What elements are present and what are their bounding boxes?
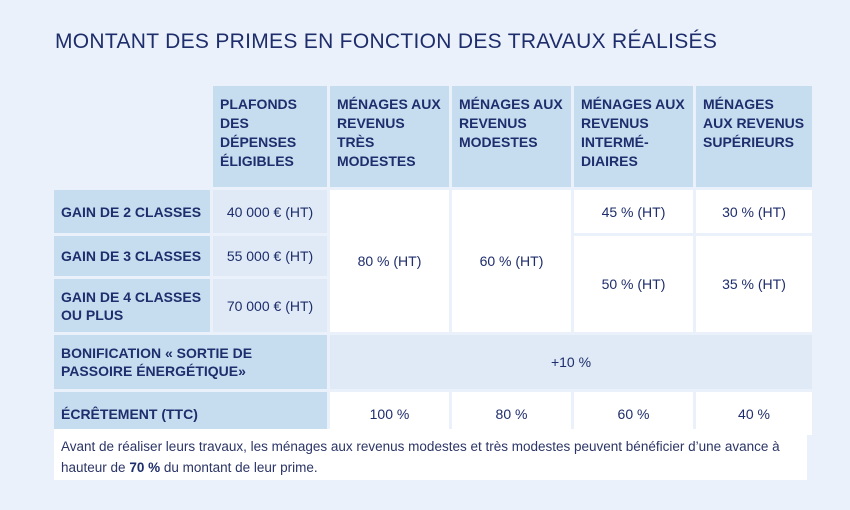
rate-superieurs-gain-2: 30 % (HT) [696, 190, 812, 233]
bonification-value: +10 % [330, 335, 812, 389]
plafond-gain-3: 55 000 € (HT) [213, 236, 327, 276]
row-label-ecretement: ÉCRÊTEMENT (TTC) [54, 392, 327, 435]
ecretement-tres-modestes: 100 % [330, 392, 449, 435]
footnote: Avant de réaliser leurs travaux, les mén… [54, 429, 807, 480]
header-modestes: MÉNAGES AUX REVENUS MODESTES [452, 86, 571, 187]
ecretement-modestes: 80 % [452, 392, 571, 435]
plafond-gain-2: 40 000 € (HT) [213, 190, 327, 233]
row-label-bonification: BONIFICATION « SORTIE DE PASSOIRE ÉNERGÉ… [54, 335, 327, 389]
rate-superieurs-gain-3-4: 35 % (HT) [696, 236, 812, 332]
rate-modestes: 60 % (HT) [452, 190, 571, 332]
footnote-text-before: Avant de réaliser leurs travaux, les mén… [61, 439, 780, 475]
rate-tres-modestes: 80 % (HT) [330, 190, 449, 332]
plafond-gain-4: 70 000 € (HT) [213, 279, 327, 332]
row-label-gain-4: GAIN DE 4 CLASSES OU PLUS [54, 279, 210, 332]
primes-table: PLAFONDS DES DÉPENSES ÉLIGIBLES MÉNAGES … [54, 86, 812, 435]
table-corner [54, 86, 210, 187]
header-intermediaires: MÉNAGES AUX REVENUS INTERMÉ-DIAIRES [574, 86, 693, 187]
ecretement-intermediaires: 60 % [574, 392, 693, 435]
page-title: MONTANT DES PRIMES EN FONCTION DES TRAVA… [55, 30, 718, 53]
footnote-text-after: du montant de leur prime. [160, 460, 318, 475]
rate-intermediaires-gain-3-4: 50 % (HT) [574, 236, 693, 332]
rate-intermediaires-gain-2: 45 % (HT) [574, 190, 693, 233]
row-label-gain-3: GAIN DE 3 CLASSES [54, 236, 210, 276]
row-label-gain-2: GAIN DE 2 CLASSES [54, 190, 210, 233]
header-plafonds: PLAFONDS DES DÉPENSES ÉLIGIBLES [213, 86, 327, 187]
header-tres-modestes: MÉNAGES AUX REVENUS TRÈS MODESTES [330, 86, 449, 187]
ecretement-superieurs: 40 % [696, 392, 812, 435]
header-superieurs: MÉNAGES AUX REVENUS SUPÉRIEURS [696, 86, 812, 187]
footnote-bold-percent: 70 % [129, 460, 161, 475]
